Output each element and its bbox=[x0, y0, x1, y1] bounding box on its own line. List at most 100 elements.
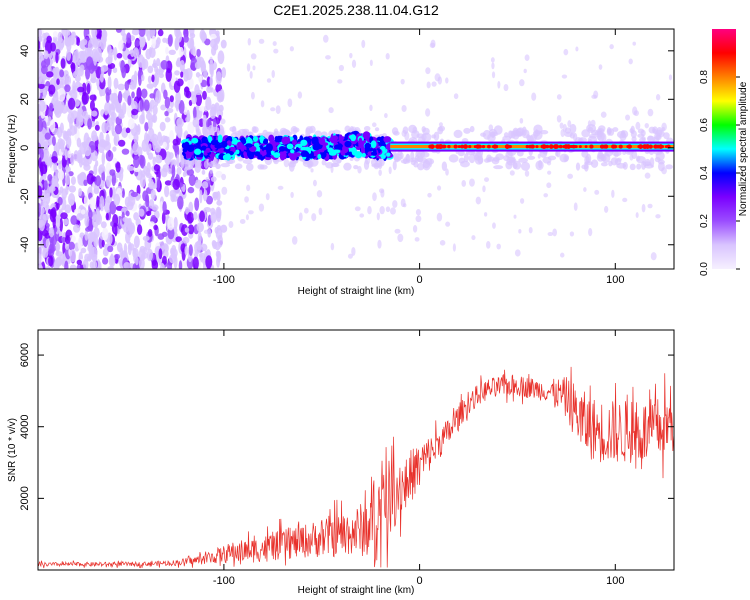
noise-blob bbox=[149, 47, 156, 59]
noise-blob bbox=[384, 112, 388, 119]
noise-blob bbox=[151, 74, 155, 83]
noise-blob bbox=[228, 220, 234, 228]
signal-blob bbox=[370, 140, 377, 149]
noise-blob bbox=[173, 254, 178, 269]
noise-blob bbox=[152, 58, 157, 69]
noise-blob bbox=[199, 29, 206, 41]
noise-blob bbox=[149, 221, 155, 227]
noise-blob bbox=[178, 46, 184, 57]
noise-blob bbox=[101, 66, 105, 76]
noise-blob bbox=[211, 46, 217, 56]
noise-blob bbox=[64, 84, 71, 93]
coherent-peak bbox=[535, 145, 539, 149]
noise-blob bbox=[73, 50, 80, 63]
noise-blob bbox=[174, 29, 181, 38]
noise-blob bbox=[146, 83, 154, 89]
noise-blob bbox=[531, 92, 537, 101]
noise-blob bbox=[547, 231, 554, 237]
noise-blob bbox=[556, 94, 562, 100]
noise-blob bbox=[266, 78, 272, 83]
noise-blob bbox=[518, 228, 522, 234]
noise-blob bbox=[91, 110, 98, 117]
x-tick-label: 0 bbox=[417, 274, 423, 286]
noise-blob bbox=[247, 210, 254, 215]
band-halo bbox=[408, 124, 417, 134]
noise-blob bbox=[76, 212, 84, 221]
noise-blob bbox=[187, 212, 195, 224]
noise-blob bbox=[369, 104, 373, 112]
coherent-peak bbox=[558, 144, 563, 149]
noise-blob bbox=[50, 156, 58, 163]
noise-blob bbox=[141, 88, 148, 99]
noise-blob bbox=[130, 49, 135, 58]
noise-blob bbox=[546, 182, 552, 189]
spectrogram-panel: -100 0 100 -40 -20 0 20 40 Height of straight … bbox=[7, 28, 675, 297]
noise-blob bbox=[161, 231, 168, 238]
noise-blob bbox=[200, 79, 208, 88]
noise-blob bbox=[426, 81, 431, 89]
coherent-peak bbox=[508, 144, 512, 149]
colorbar-tick-label: 0.2 bbox=[699, 214, 710, 228]
noise-blob bbox=[130, 191, 138, 198]
noise-blob bbox=[376, 212, 380, 221]
noise-blob bbox=[210, 33, 217, 40]
noise-blob bbox=[64, 260, 69, 269]
band-halo bbox=[463, 127, 471, 134]
noise-blob bbox=[185, 90, 192, 99]
noise-blob bbox=[193, 211, 198, 221]
noise-blob bbox=[99, 195, 105, 210]
noise-blob bbox=[471, 235, 476, 241]
noise-blob bbox=[50, 42, 57, 52]
signal-blob bbox=[208, 136, 213, 143]
snr-x-label: Height of straight line (km) bbox=[298, 585, 415, 596]
noise-blob bbox=[209, 64, 214, 76]
noise-blob bbox=[201, 181, 209, 189]
noise-blob bbox=[519, 79, 525, 87]
noise-blob bbox=[172, 188, 181, 195]
noise-blob bbox=[118, 113, 125, 119]
band-halo bbox=[569, 123, 577, 134]
noise-blob bbox=[543, 193, 549, 198]
noise-blob bbox=[152, 156, 156, 166]
noise-blob bbox=[138, 208, 145, 217]
band-halo bbox=[207, 161, 218, 168]
noise-blob bbox=[392, 200, 398, 208]
noise-blob bbox=[164, 110, 169, 117]
band-halo bbox=[631, 136, 637, 142]
noise-blob bbox=[169, 130, 174, 143]
noise-blob bbox=[214, 226, 219, 234]
band-halo bbox=[597, 151, 604, 159]
coherent-peak bbox=[628, 144, 632, 149]
noise-blob bbox=[104, 109, 109, 116]
noise-blob bbox=[310, 168, 314, 173]
noise-blob bbox=[89, 197, 96, 210]
noise-blob bbox=[151, 204, 159, 211]
noise-blob bbox=[661, 126, 666, 132]
noise-blob bbox=[569, 231, 575, 237]
noise-blob bbox=[469, 178, 475, 187]
noise-blob bbox=[63, 70, 69, 78]
band-halo bbox=[403, 157, 408, 165]
band-halo bbox=[448, 154, 459, 163]
signal-blob bbox=[383, 136, 392, 143]
noise-blob bbox=[65, 172, 70, 186]
signal-blob bbox=[231, 147, 236, 151]
coherent-peak bbox=[618, 144, 623, 149]
y-tick-label: -20 bbox=[19, 188, 31, 204]
noise-blob bbox=[210, 176, 217, 182]
band-halo bbox=[540, 130, 549, 135]
noise-blob bbox=[202, 90, 207, 100]
noise-blob bbox=[133, 166, 141, 173]
noise-blob bbox=[101, 29, 107, 38]
band-halo bbox=[564, 155, 569, 162]
noise-blob bbox=[55, 217, 61, 229]
noise-blob bbox=[514, 249, 521, 257]
band-halo bbox=[590, 159, 599, 168]
noise-blob bbox=[59, 69, 65, 78]
colorbar-bar bbox=[712, 29, 736, 269]
noise-blob bbox=[415, 215, 422, 223]
noise-blob bbox=[76, 36, 81, 46]
signal-blob bbox=[184, 141, 190, 150]
noise-blob bbox=[145, 197, 150, 208]
band-halo bbox=[616, 130, 626, 139]
